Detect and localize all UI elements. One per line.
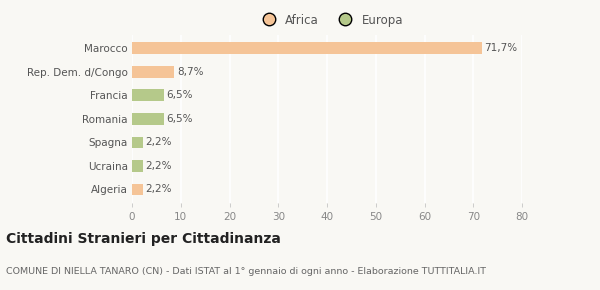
Bar xyxy=(132,184,143,195)
Bar xyxy=(132,42,482,54)
Text: 6,5%: 6,5% xyxy=(167,90,193,100)
Text: 2,2%: 2,2% xyxy=(146,137,172,147)
Text: 2,2%: 2,2% xyxy=(146,161,172,171)
Text: COMUNE DI NIELLA TANARO (CN) - Dati ISTAT al 1° gennaio di ogni anno - Elaborazi: COMUNE DI NIELLA TANARO (CN) - Dati ISTA… xyxy=(6,267,486,276)
Bar xyxy=(132,137,143,148)
Legend: Africa, Europa: Africa, Europa xyxy=(252,9,408,31)
Bar xyxy=(132,160,143,172)
Bar xyxy=(132,113,164,125)
Bar xyxy=(132,90,164,101)
Text: 6,5%: 6,5% xyxy=(167,114,193,124)
Text: 8,7%: 8,7% xyxy=(178,67,204,77)
Text: 71,7%: 71,7% xyxy=(484,43,518,53)
Text: 2,2%: 2,2% xyxy=(146,184,172,195)
Bar xyxy=(132,66,175,78)
Text: Cittadini Stranieri per Cittadinanza: Cittadini Stranieri per Cittadinanza xyxy=(6,232,281,246)
